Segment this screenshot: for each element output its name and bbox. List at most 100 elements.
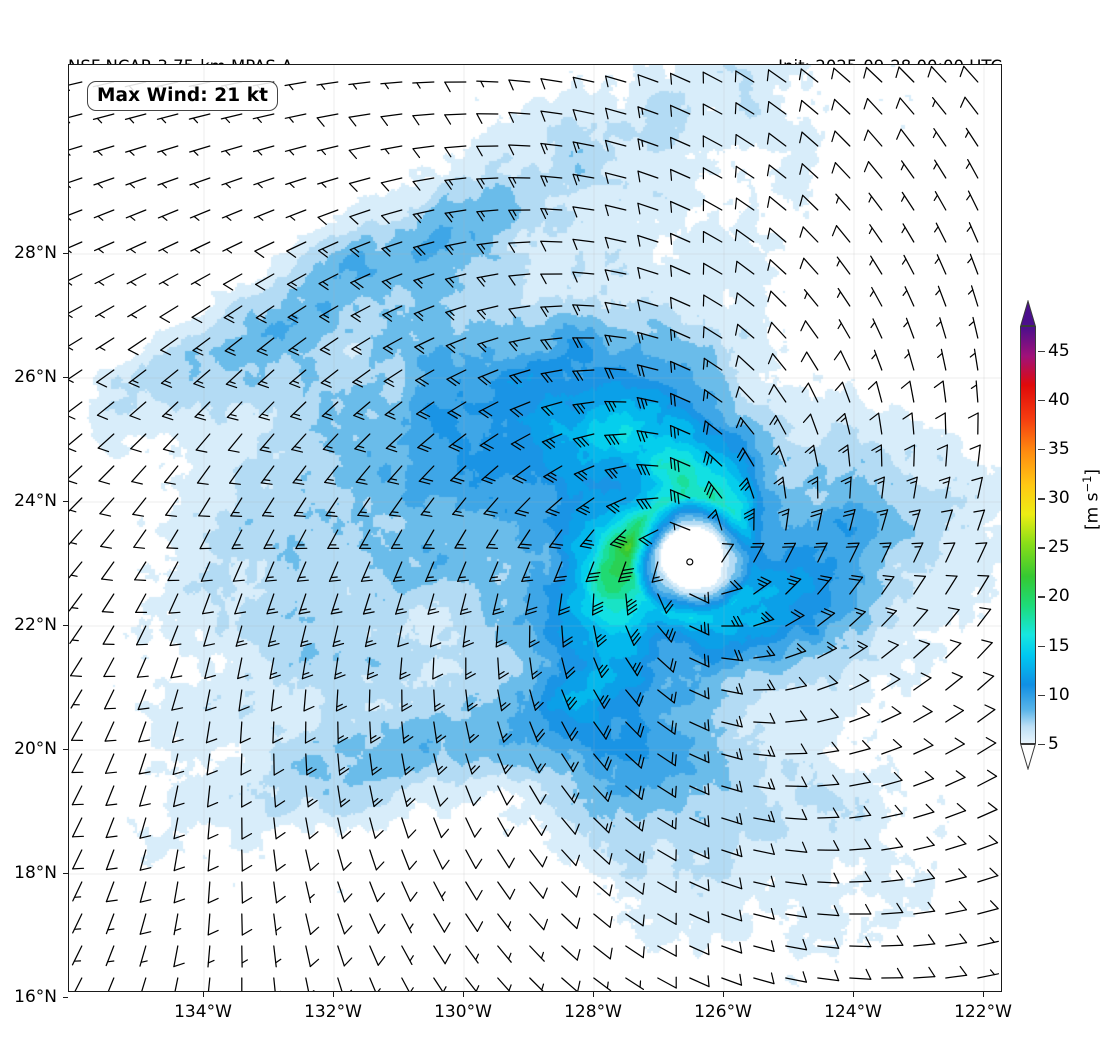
wind-barb <box>637 138 659 151</box>
wind-barb <box>669 328 691 341</box>
wind-barb <box>353 401 371 420</box>
wind-barb <box>261 497 275 517</box>
wind-barb <box>943 542 956 563</box>
x-axis-tick-mark <box>853 992 855 997</box>
wind-barb <box>799 226 819 243</box>
wind-barb <box>357 497 371 517</box>
wind-barb <box>93 241 115 254</box>
wind-barb <box>364 625 377 648</box>
wind-barb <box>72 849 85 870</box>
wind-barb <box>529 913 548 931</box>
wind-barb <box>508 241 531 253</box>
wind-barb <box>337 785 351 808</box>
wind-barb <box>933 380 947 403</box>
wind-barb <box>734 229 755 243</box>
wind-barb <box>689 815 710 828</box>
wind-barb <box>69 561 83 579</box>
wind-barb <box>881 902 904 915</box>
wind-barb <box>105 881 118 903</box>
wind-barb <box>913 869 936 883</box>
wind-barb <box>702 357 723 371</box>
wind-barb <box>203 625 215 647</box>
wind-barb <box>478 401 499 419</box>
colorbar-tick-label: 35 <box>1048 438 1070 459</box>
wind-barb <box>604 465 627 479</box>
wind-barb <box>205 721 218 744</box>
wind-barb <box>337 753 350 776</box>
wind-barb <box>492 593 504 616</box>
wind-barb <box>269 657 281 680</box>
wind-barb <box>604 204 627 217</box>
wind-barb <box>669 489 691 505</box>
wind-barb <box>572 369 595 381</box>
map-plot-area[interactable] <box>68 64 1002 992</box>
wind-barb <box>753 778 776 790</box>
wind-barb <box>481 465 499 484</box>
wind-barb <box>967 285 979 307</box>
wind-barb <box>669 168 691 181</box>
wind-barb <box>591 593 604 616</box>
wind-barb <box>349 241 371 258</box>
wind-barb <box>335 689 347 712</box>
wind-barb <box>735 355 755 371</box>
wind-barb <box>935 285 947 307</box>
wind-barb <box>572 337 595 348</box>
wind-barb <box>412 81 435 89</box>
wind-barb <box>975 542 988 563</box>
wind-barb <box>913 672 932 691</box>
wind-barb <box>189 177 211 189</box>
wind-barb <box>413 305 435 322</box>
wind-barb <box>457 561 469 582</box>
wind-barb <box>332 625 345 648</box>
colorbar[interactable] <box>1020 326 1036 744</box>
wind-barb <box>528 625 540 648</box>
wind-barb <box>126 241 147 254</box>
y-axis-tick-mark <box>63 749 68 751</box>
wind-barb <box>721 748 743 761</box>
wind-barb <box>232 561 245 582</box>
wind-barb <box>337 977 353 991</box>
wind-barb <box>766 69 787 83</box>
wind-barb <box>669 360 691 373</box>
wind-barb <box>444 241 467 255</box>
wind-barb <box>593 625 607 648</box>
wind-barb <box>831 225 851 243</box>
wind-barb <box>669 104 691 117</box>
wind-barb <box>777 508 790 531</box>
wind-barb <box>540 273 563 285</box>
wind-barb <box>412 145 435 159</box>
wind-barb <box>540 337 563 350</box>
wind-barb <box>625 849 645 864</box>
wind-barb <box>967 253 979 275</box>
wind-barb <box>337 945 353 967</box>
wind-barb <box>465 657 476 680</box>
wind-barb <box>849 640 868 659</box>
wind-barb <box>849 707 871 723</box>
wind-barb <box>767 353 787 371</box>
wind-barb <box>702 420 723 435</box>
wind-barb <box>476 241 499 254</box>
wind-barb <box>541 433 563 450</box>
wind-barb <box>593 881 613 897</box>
wind-barb <box>868 192 883 211</box>
wind-barb <box>966 222 979 243</box>
wind-barb <box>873 476 885 499</box>
wind-barb <box>945 933 968 947</box>
wind-barb <box>817 741 840 755</box>
wind-barb <box>689 879 710 892</box>
wind-barb <box>817 575 833 595</box>
wind-barb <box>173 913 182 936</box>
wind-barb <box>399 657 411 680</box>
wind-barb <box>433 753 448 776</box>
wind-barb <box>170 657 183 679</box>
wind-barb <box>103 689 117 710</box>
wind-barb <box>913 575 927 595</box>
wind-barb <box>348 145 371 160</box>
wind-barb <box>572 141 595 153</box>
wind-barb <box>414 337 435 354</box>
wind-barb <box>189 145 211 156</box>
wind-barb <box>138 753 151 775</box>
wind-barb <box>429 625 442 648</box>
colorbar-tick-label: 15 <box>1048 635 1070 656</box>
y-axis-tick-mark <box>63 501 68 503</box>
